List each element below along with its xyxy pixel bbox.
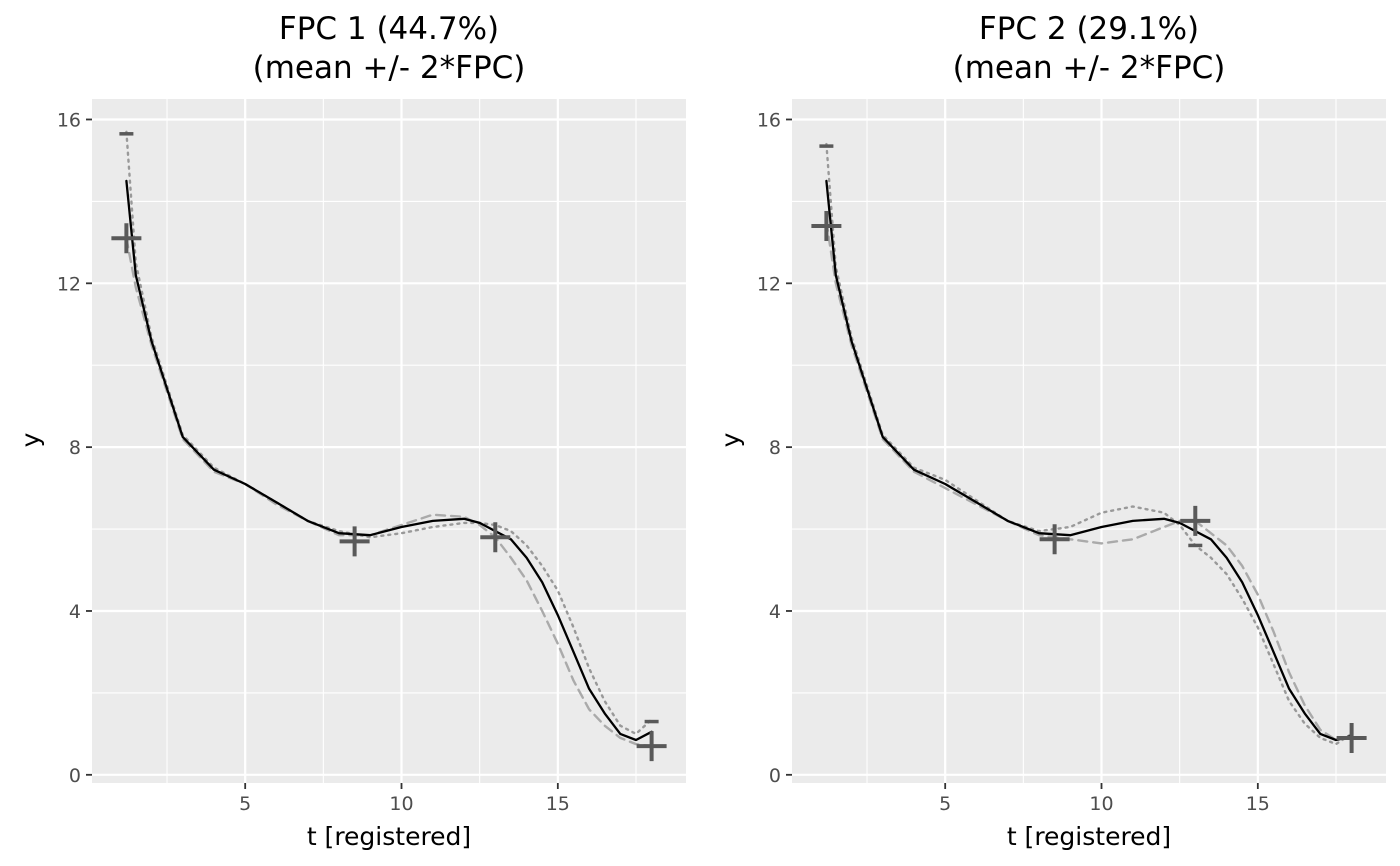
y-tick-label: 12	[757, 273, 781, 295]
plus-marker	[636, 731, 667, 762]
axis-ticks: 5 10 15 0 4 8 12 16	[757, 109, 1270, 815]
x-tick-label: 10	[1089, 793, 1113, 815]
x-axis-title: t [registered]	[307, 822, 471, 851]
series-line-mean	[125, 179, 653, 742]
x-tick-label: 10	[389, 793, 413, 815]
y-tick-label: 16	[757, 109, 781, 131]
panel-subtitle: (mean +/- 2*FPC)	[953, 50, 1226, 86]
y-tick-label: 4	[69, 601, 81, 623]
series-line-minus	[825, 220, 1353, 742]
y-tick-label: 12	[57, 273, 81, 295]
series-line-minus	[125, 237, 653, 748]
x-tick-label: 5	[239, 793, 251, 815]
y-tick-label: 16	[57, 109, 81, 131]
plus-marker	[480, 522, 511, 553]
plus-marker	[1039, 524, 1070, 555]
series-lines	[825, 142, 1353, 746]
y-tick-label: 0	[69, 765, 81, 787]
markers	[111, 132, 667, 762]
panel-subtitle: (mean +/- 2*FPC)	[253, 50, 526, 86]
x-tick-label: 15	[546, 793, 570, 815]
plus-marker	[811, 210, 842, 241]
plus-marker	[1336, 722, 1367, 753]
panel-title: FPC 2 (29.1%)	[979, 11, 1199, 47]
plot-background	[792, 99, 1386, 783]
x-tick-label: 15	[1246, 793, 1270, 815]
plus-marker	[111, 223, 142, 254]
markers	[811, 144, 1367, 753]
panel-fpc-2: FPC 2 (29.1%) (mean +/- 2*FPC) 5 10 15 0 4 8 1…	[716, 11, 1386, 851]
y-axis-title: y	[716, 432, 745, 447]
plus-marker	[339, 526, 370, 557]
grid-lines	[792, 99, 1386, 783]
panel-fpc-1: FPC 1 (44.7%) (mean +/- 2*FPC) 5 10 15 0 4 8 1…	[16, 11, 686, 851]
axis-ticks: 5 10 15 0 4 8 12 16	[57, 109, 570, 815]
series-line-plus	[125, 130, 653, 736]
y-axis-title: y	[16, 432, 45, 447]
x-tick-label: 5	[939, 793, 951, 815]
y-tick-label: 8	[769, 437, 781, 459]
plot-background	[92, 99, 686, 783]
series-line-mean	[825, 179, 1353, 742]
series-lines	[125, 130, 653, 748]
panel-title: FPC 1 (44.7%)	[279, 11, 499, 47]
series-line-plus	[825, 142, 1353, 746]
y-tick-label: 4	[769, 601, 781, 623]
plus-marker	[1180, 505, 1211, 536]
x-axis-title: t [registered]	[1007, 822, 1171, 851]
y-tick-label: 8	[69, 437, 81, 459]
grid-lines	[92, 99, 686, 783]
y-tick-label: 0	[769, 765, 781, 787]
